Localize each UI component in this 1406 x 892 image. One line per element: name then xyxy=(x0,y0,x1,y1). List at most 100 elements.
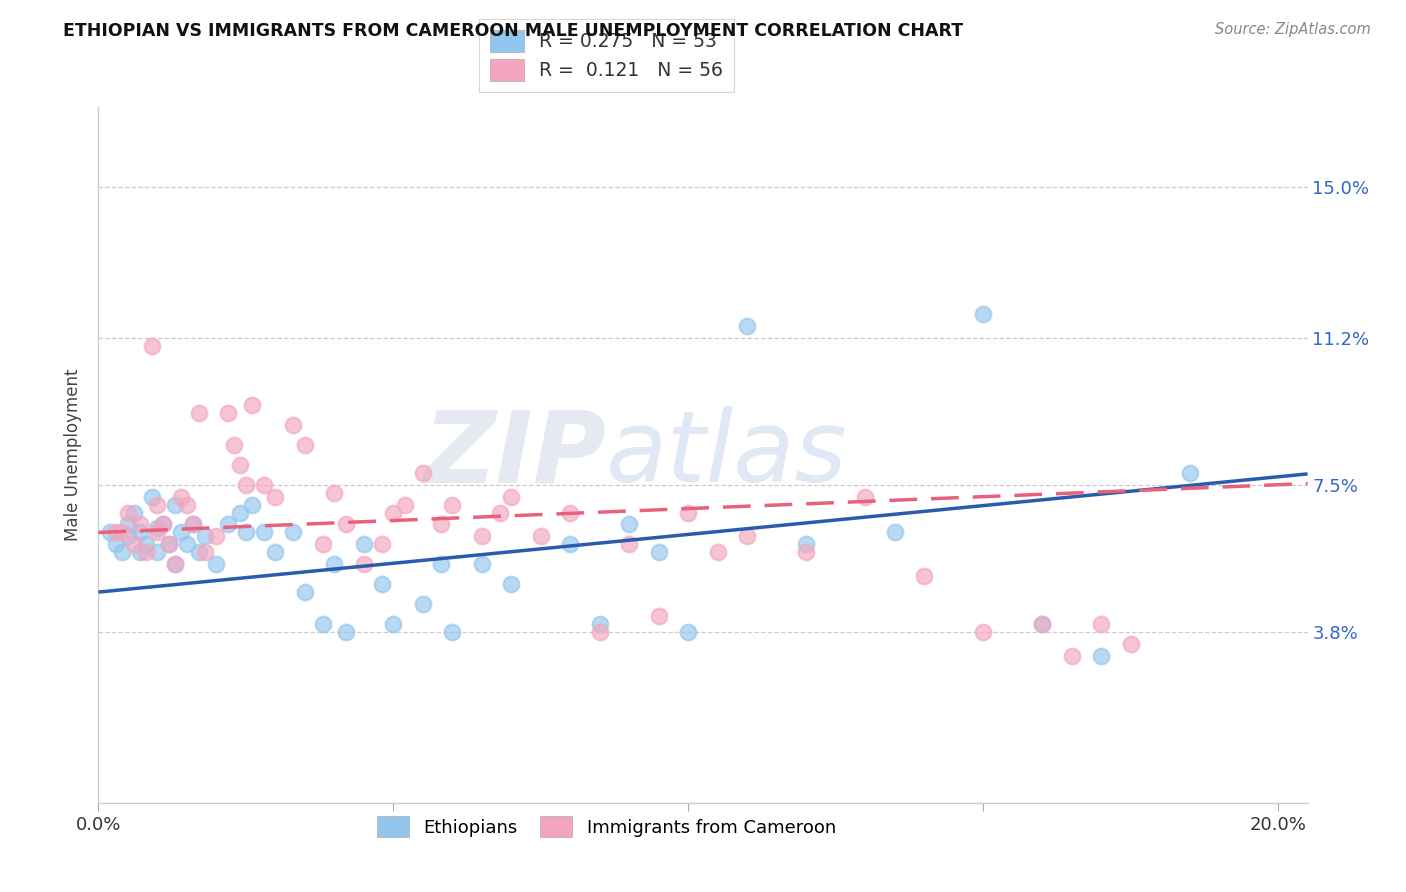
Point xyxy=(170,525,193,540)
Point xyxy=(353,558,375,572)
Point xyxy=(294,438,316,452)
Point xyxy=(181,517,204,532)
Point xyxy=(187,545,209,559)
Point xyxy=(706,545,728,559)
Point xyxy=(530,529,553,543)
Point xyxy=(264,490,287,504)
Point xyxy=(281,418,304,433)
Point xyxy=(165,498,187,512)
Point xyxy=(217,517,239,532)
Point xyxy=(311,537,333,551)
Point xyxy=(1031,616,1053,631)
Point xyxy=(323,558,346,572)
Point xyxy=(323,485,346,500)
Legend: Ethiopians, Immigrants from Cameroon: Ethiopians, Immigrants from Cameroon xyxy=(368,807,845,846)
Point xyxy=(264,545,287,559)
Text: ETHIOPIAN VS IMMIGRANTS FROM CAMEROON MALE UNEMPLOYMENT CORRELATION CHART: ETHIOPIAN VS IMMIGRANTS FROM CAMEROON MA… xyxy=(63,22,963,40)
Text: atlas: atlas xyxy=(606,407,848,503)
Point xyxy=(235,477,257,491)
Point xyxy=(176,498,198,512)
Point xyxy=(194,545,217,559)
Point xyxy=(853,490,876,504)
Point xyxy=(122,537,145,551)
Point xyxy=(146,498,169,512)
Point xyxy=(111,525,134,540)
Point xyxy=(105,537,128,551)
Point xyxy=(394,498,416,512)
Point xyxy=(488,506,510,520)
Point xyxy=(648,609,671,624)
Point xyxy=(412,466,434,480)
Point xyxy=(335,624,357,639)
Point xyxy=(187,406,209,420)
Point xyxy=(1178,466,1201,480)
Point xyxy=(252,477,274,491)
Point xyxy=(972,624,994,639)
Point xyxy=(353,537,375,551)
Point xyxy=(311,616,333,631)
Point xyxy=(240,398,263,412)
Point xyxy=(157,537,180,551)
Point xyxy=(294,585,316,599)
Point xyxy=(141,490,163,504)
Point xyxy=(441,498,464,512)
Point xyxy=(235,525,257,540)
Point xyxy=(128,545,150,559)
Point xyxy=(128,517,150,532)
Point xyxy=(117,529,139,543)
Point xyxy=(146,545,169,559)
Point xyxy=(335,517,357,532)
Point xyxy=(135,545,157,559)
Point xyxy=(883,525,905,540)
Point xyxy=(619,537,641,551)
Point xyxy=(560,537,582,551)
Point xyxy=(589,624,612,639)
Point xyxy=(648,545,671,559)
Point xyxy=(122,506,145,520)
Point xyxy=(152,517,174,532)
Point xyxy=(972,307,994,321)
Point xyxy=(501,490,523,504)
Point xyxy=(152,517,174,532)
Point xyxy=(678,506,700,520)
Point xyxy=(146,525,169,540)
Point xyxy=(1031,616,1053,631)
Point xyxy=(205,558,228,572)
Point xyxy=(117,506,139,520)
Point xyxy=(370,537,392,551)
Point xyxy=(589,616,612,631)
Point xyxy=(471,558,494,572)
Point xyxy=(1090,616,1112,631)
Point xyxy=(794,545,817,559)
Point xyxy=(240,498,263,512)
Point xyxy=(441,624,464,639)
Point xyxy=(229,506,252,520)
Point xyxy=(141,338,163,352)
Point xyxy=(157,537,180,551)
Text: Source: ZipAtlas.com: Source: ZipAtlas.com xyxy=(1215,22,1371,37)
Point xyxy=(370,577,392,591)
Point xyxy=(1119,637,1142,651)
Point xyxy=(105,525,128,540)
Point xyxy=(429,558,451,572)
Point xyxy=(619,517,641,532)
Point xyxy=(128,525,150,540)
Point xyxy=(794,537,817,551)
Point xyxy=(412,597,434,611)
Point xyxy=(117,517,139,532)
Point xyxy=(205,529,228,543)
Point xyxy=(429,517,451,532)
Point xyxy=(146,521,169,535)
Point xyxy=(382,506,405,520)
Point xyxy=(252,525,274,540)
Point xyxy=(281,525,304,540)
Point xyxy=(382,616,405,631)
Point xyxy=(222,438,245,452)
Point xyxy=(1090,648,1112,663)
Point xyxy=(181,517,204,532)
Point xyxy=(501,577,523,591)
Point xyxy=(735,529,758,543)
Point xyxy=(170,490,193,504)
Point xyxy=(176,537,198,551)
Point xyxy=(678,624,700,639)
